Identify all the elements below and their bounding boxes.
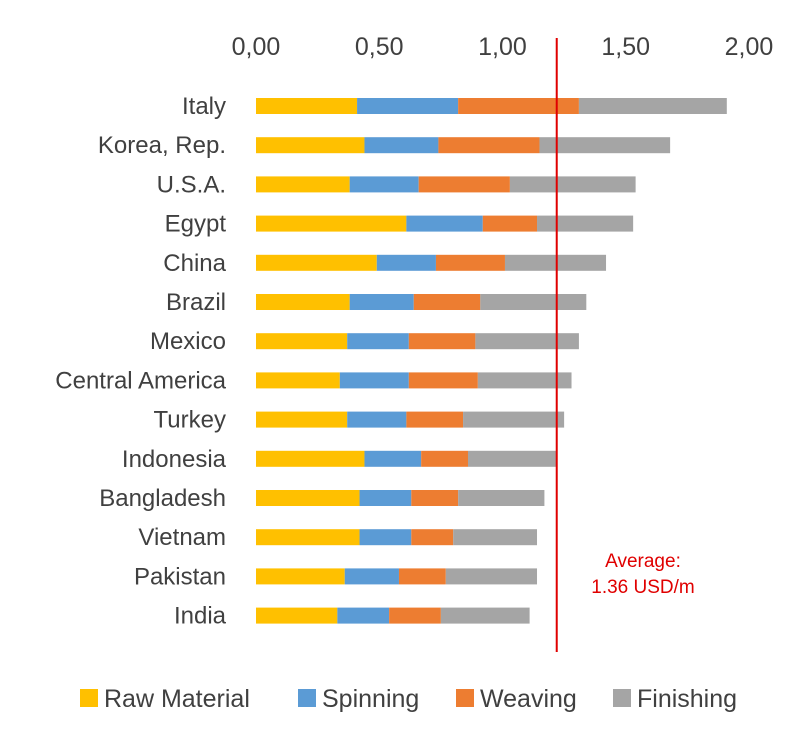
bar-segment-weaving — [408, 372, 478, 389]
bar-segment-finishing — [453, 529, 538, 546]
category-label: Pakistan — [134, 563, 226, 590]
bar-segment-finishing — [440, 607, 530, 624]
bar-segment-spinning — [364, 137, 439, 154]
bar-segment-spinning — [347, 411, 407, 428]
bar-segment-weaving — [413, 294, 481, 310]
bar-segment-weaving — [411, 490, 459, 506]
category-label: Brazil — [166, 289, 226, 316]
x-tick-label: 1,50 — [601, 33, 650, 61]
bar-segment-weaving — [435, 254, 505, 271]
bar-segment-weaving — [408, 333, 476, 350]
legend-swatch-raw-material — [80, 689, 98, 707]
bar-segment-spinning — [359, 490, 412, 506]
bar-segment-weaving — [398, 568, 446, 585]
bar-segment-weaving — [411, 529, 454, 546]
bar-segment-raw-material — [256, 411, 348, 428]
category-labels: Italy Korea, Rep. U.S.A. Egypt China Brazil Me… — [55, 93, 226, 630]
bar-segment-finishing — [463, 411, 565, 428]
bar-segment-spinning — [347, 333, 409, 350]
x-tick-label: 0,50 — [355, 33, 404, 61]
category-label: Central America — [55, 367, 226, 394]
bar-segment-spinning — [376, 254, 436, 271]
legend: Raw Material Spinning Weaving Finishing — [80, 685, 737, 713]
reference-line-group: Average: 1.36 USD/m — [555, 38, 695, 652]
bar-segment-spinning — [364, 450, 422, 467]
bar-segment-raw-material — [256, 215, 407, 232]
x-axis-ticks: 0,00 0,50 1,00 1,50 2,00 — [232, 33, 774, 61]
x-tick-label: 2,00 — [725, 33, 774, 61]
bar-segment-finishing — [509, 176, 636, 193]
legend-label-spinning: Spinning — [322, 685, 419, 713]
category-label: U.S.A. — [157, 171, 226, 198]
category-label: Vietnam — [138, 524, 226, 551]
bar-segment-raw-material — [256, 294, 350, 310]
bar-segment-raw-material — [256, 333, 348, 350]
bar-segment-finishing — [467, 450, 557, 467]
category-label: Turkey — [154, 407, 226, 434]
bar-segment-finishing — [475, 333, 579, 350]
legend-swatch-spinning — [298, 689, 316, 707]
category-label: India — [174, 603, 227, 630]
bar-segment-finishing — [504, 254, 607, 271]
bar-segment-weaving — [406, 411, 464, 428]
category-label: Bangladesh — [99, 485, 226, 512]
bar-segment-weaving — [482, 215, 538, 232]
x-tick-label: 0,00 — [232, 33, 281, 61]
category-label: Italy — [182, 93, 226, 120]
bar-segment-raw-material — [256, 607, 338, 624]
bar-segment-finishing — [539, 137, 671, 154]
bar-segment-weaving — [438, 137, 540, 154]
bar-segment-weaving — [389, 607, 441, 624]
category-label: China — [163, 250, 226, 277]
category-label: Indonesia — [122, 446, 227, 473]
bar-segment-raw-material — [256, 137, 365, 154]
bar-segment-spinning — [359, 529, 412, 546]
legend-label-weaving: Weaving — [480, 685, 577, 713]
bar-segment-raw-material — [256, 176, 350, 193]
bars — [256, 98, 727, 624]
bar-segment-finishing — [537, 215, 634, 232]
category-label: Mexico — [150, 328, 226, 355]
bar-segment-spinning — [339, 372, 409, 389]
bar-segment-spinning — [406, 215, 483, 232]
bar-segment-raw-material — [256, 568, 345, 585]
bar-segment-raw-material — [256, 98, 358, 114]
bar-segment-finishing — [578, 98, 727, 114]
average-label: 1.36 USD/m — [591, 577, 694, 598]
legend-label-raw-material: Raw Material — [104, 685, 250, 713]
bar-segment-finishing — [458, 490, 545, 506]
bar-segment-spinning — [349, 176, 419, 193]
bar-segment-weaving — [458, 98, 579, 114]
legend-label-finishing: Finishing — [637, 685, 737, 713]
bar-segment-spinning — [344, 568, 399, 585]
average-label: Average: — [605, 551, 681, 572]
bar-segment-raw-material — [256, 529, 360, 546]
bar-segment-raw-material — [256, 490, 360, 506]
bar-segment-raw-material — [256, 450, 365, 467]
category-label: Egypt — [165, 211, 227, 238]
bar-segment-weaving — [418, 176, 510, 193]
bar-segment-weaving — [421, 450, 468, 467]
bar-segment-spinning — [349, 294, 414, 310]
bar-segment-raw-material — [256, 372, 340, 389]
bar-segment-finishing — [480, 294, 587, 310]
bar-segment-spinning — [337, 607, 390, 624]
bar-segment-finishing — [477, 372, 572, 389]
legend-swatch-weaving — [456, 689, 474, 707]
x-tick-label: 1,00 — [478, 33, 527, 61]
bar-segment-spinning — [357, 98, 459, 114]
bar-segment-finishing — [445, 568, 538, 585]
legend-swatch-finishing — [613, 689, 631, 707]
category-label: Korea, Rep. — [98, 132, 226, 159]
bar-segment-raw-material — [256, 254, 377, 271]
